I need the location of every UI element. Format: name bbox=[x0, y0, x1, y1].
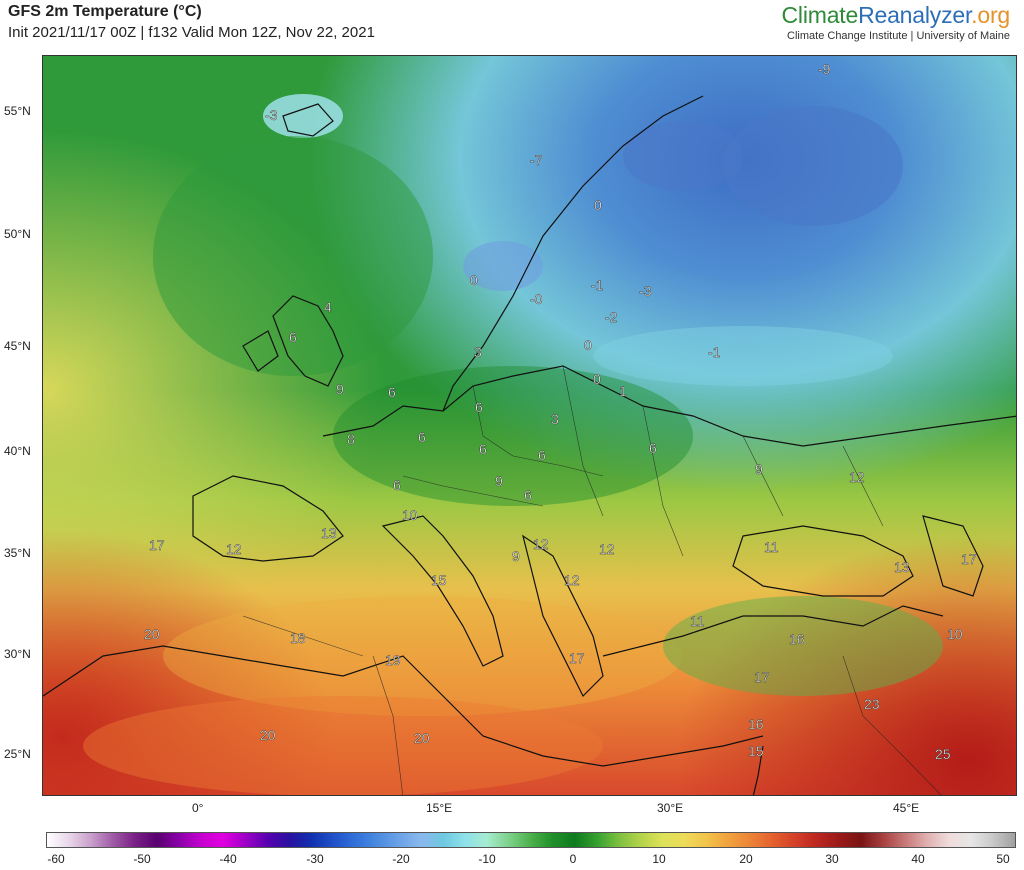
map-value-label: 17 bbox=[149, 537, 165, 553]
map-value-label: -3 bbox=[639, 283, 652, 299]
lon-tick: 0° bbox=[192, 801, 204, 815]
map-value-label: 12 bbox=[849, 469, 865, 485]
map-value-label: -2 bbox=[605, 309, 618, 325]
map-value-label: 0 bbox=[470, 272, 478, 288]
map-value-label: 12 bbox=[599, 541, 615, 557]
map-title: GFS 2m Temperature (°C) bbox=[8, 3, 202, 20]
map-value-label: 16 bbox=[789, 631, 805, 647]
map-value-label: 12 bbox=[226, 541, 242, 557]
colorbar-tick: 20 bbox=[739, 852, 753, 866]
map-value-label: 12 bbox=[533, 536, 549, 552]
map-value-label: 17 bbox=[569, 650, 585, 666]
lat-tick: 35°N bbox=[4, 546, 31, 560]
map-value-label: 6 bbox=[418, 429, 426, 445]
lat-tick: 25°N bbox=[4, 747, 31, 761]
brand-part-3: .org bbox=[971, 2, 1010, 28]
map-value-label: 11 bbox=[764, 539, 779, 555]
map-value-label: 15 bbox=[431, 572, 447, 588]
map-value-label: -0 bbox=[530, 291, 543, 307]
map-value-label: -3 bbox=[265, 107, 278, 123]
map-value-label: 10 bbox=[402, 507, 418, 523]
temperature-colorbar bbox=[46, 832, 1016, 848]
map-value-label: 9 bbox=[755, 461, 763, 477]
map-value-label: 1 bbox=[619, 383, 627, 399]
map-value-label: -1 bbox=[708, 344, 721, 360]
map-value-label: 0 bbox=[584, 337, 592, 353]
brand-subtitle: Climate Change Institute | University of… bbox=[787, 30, 1010, 42]
colorbar-tick: -60 bbox=[47, 852, 65, 866]
colorbar-tick: 10 bbox=[652, 852, 666, 866]
map-value-label: 9 bbox=[495, 473, 503, 489]
map-value-label: 11 bbox=[690, 613, 705, 629]
map-value-label: 25 bbox=[935, 746, 951, 762]
map-value-label: 8 bbox=[347, 431, 355, 447]
colorbar-tick: -40 bbox=[219, 852, 237, 866]
colorbar-tick: -20 bbox=[392, 852, 410, 866]
lon-tick: 45°E bbox=[893, 801, 920, 815]
lon-tick: 15°E bbox=[426, 801, 453, 815]
map-value-label: 20 bbox=[260, 727, 276, 743]
map-value-label: 0 bbox=[593, 371, 601, 387]
map-canvas: -3 -9 -7 0 0 -0 -1 -3 -2 0 0 1 -1 4 6 3 … bbox=[43, 56, 1016, 795]
lat-tick: 45°N bbox=[4, 339, 31, 353]
lat-tick: 40°N bbox=[4, 444, 31, 458]
map-value-label: 13 bbox=[894, 559, 910, 575]
brand-part-2: Reanalyzer bbox=[858, 2, 972, 28]
colorbar-gradient bbox=[47, 833, 1015, 847]
map-value-label: 15 bbox=[748, 743, 764, 759]
map-value-label: 6 bbox=[538, 447, 546, 463]
map-value-label: 16 bbox=[748, 716, 764, 732]
map-value-label: 6 bbox=[649, 440, 657, 456]
map-value-label: 6 bbox=[475, 399, 483, 415]
map-value-label: 4 bbox=[324, 299, 332, 315]
colorbar-tick: 40 bbox=[911, 852, 925, 866]
map-value-label: 6 bbox=[479, 441, 487, 457]
map-value-label: 20 bbox=[414, 730, 430, 746]
coastlines bbox=[43, 95, 1016, 795]
map-value-label: 20 bbox=[144, 626, 160, 642]
map-value-label: 9 bbox=[336, 381, 344, 397]
colorbar-tick: -30 bbox=[306, 852, 324, 866]
map-value-labels: -3 -9 -7 0 0 -0 -1 -3 -2 0 0 1 -1 4 6 3 … bbox=[144, 61, 977, 763]
map-value-label: 13 bbox=[321, 525, 337, 541]
map-value-label: 6 bbox=[524, 487, 532, 503]
map-value-label: -9 bbox=[818, 61, 831, 77]
colorbar-tick: 0 bbox=[569, 852, 577, 866]
lon-tick: 30°E bbox=[657, 801, 684, 815]
lat-tick: 30°N bbox=[4, 647, 31, 661]
map-subtitle: Init 2021/11/17 00Z | f132 Valid Mon 12Z… bbox=[8, 24, 375, 41]
temperature-map[interactable]: -3 -9 -7 0 0 -0 -1 -3 -2 0 0 1 -1 4 6 3 … bbox=[42, 55, 1017, 796]
map-value-label: 12 bbox=[564, 572, 580, 588]
map-value-label: 10 bbox=[947, 626, 963, 642]
map-value-label: 6 bbox=[393, 477, 401, 493]
map-value-label: 18 bbox=[290, 630, 306, 646]
brand-part-1: Climate bbox=[781, 2, 859, 28]
colorbar-tick: -50 bbox=[133, 852, 151, 866]
map-value-label: 9 bbox=[512, 548, 520, 564]
map-value-label: 23 bbox=[864, 696, 880, 712]
lat-tick: 50°N bbox=[4, 227, 31, 241]
map-value-label: 3 bbox=[551, 411, 559, 427]
map-value-label: 6 bbox=[289, 329, 297, 345]
map-value-label: 19 bbox=[385, 652, 401, 668]
lat-tick: 55°N bbox=[4, 104, 31, 118]
map-value-label: 17 bbox=[754, 669, 770, 685]
colorbar-tick: 50 bbox=[996, 852, 1010, 866]
colorbar-tick: -10 bbox=[478, 852, 496, 866]
map-value-label: 17 bbox=[961, 551, 977, 567]
map-value-label: -7 bbox=[530, 152, 543, 168]
borders bbox=[242, 365, 942, 795]
map-value-label: -1 bbox=[591, 277, 604, 293]
map-value-label: 3 bbox=[474, 344, 482, 360]
map-value-label: 0 bbox=[594, 197, 602, 213]
map-value-label: 6 bbox=[388, 384, 396, 400]
colorbar-tick: 30 bbox=[825, 852, 839, 866]
brand-logo[interactable]: ClimateReanalyzer.org bbox=[781, 2, 1011, 29]
